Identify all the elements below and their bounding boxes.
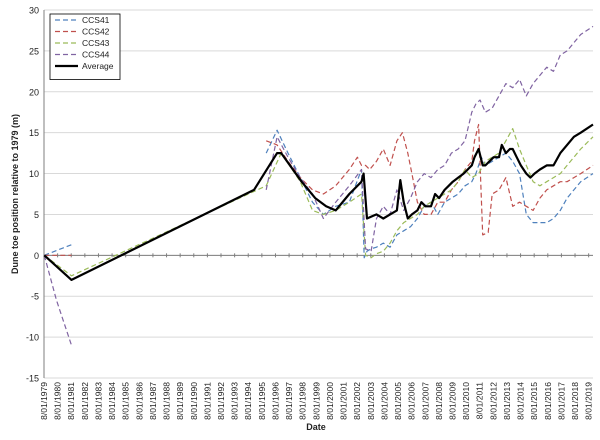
y-tick-label: 20 bbox=[29, 87, 39, 97]
x-axis-title: Date bbox=[306, 422, 326, 432]
x-tick-label: 8/01/1991 bbox=[202, 382, 212, 420]
y-tick-label: 5 bbox=[34, 210, 39, 220]
x-tick-label: 8/01/1996 bbox=[270, 382, 280, 420]
y-tick-label: 0 bbox=[34, 251, 39, 261]
series-line-average bbox=[43, 123, 594, 281]
x-tick-label: 8/01/1994 bbox=[243, 382, 253, 420]
x-tick-label: 8/01/1979 bbox=[39, 382, 49, 420]
x-tick-label: 8/01/2004 bbox=[379, 382, 389, 420]
x-tick-label: 8/01/2019 bbox=[584, 382, 594, 420]
x-tick-label: 8/01/1988 bbox=[162, 382, 172, 420]
x-tick-label: 8/01/2007 bbox=[420, 382, 430, 420]
series-line-ccs44 bbox=[43, 25, 594, 346]
x-tick-label: 8/01/1995 bbox=[257, 382, 267, 420]
y-tick-label: -5 bbox=[31, 292, 39, 302]
x-tick-label: 8/01/1983 bbox=[93, 382, 103, 420]
legend-label: CCS41 bbox=[82, 15, 110, 25]
x-tick-label: 8/01/2018 bbox=[570, 382, 580, 420]
axis-labels: Dune toe position relative to 1979 (m) D… bbox=[10, 114, 326, 432]
x-tick-label: 8/01/1987 bbox=[148, 382, 158, 420]
y-tick-label: 25 bbox=[29, 46, 39, 56]
x-tick-label: 8/01/1990 bbox=[189, 382, 199, 420]
y-tick-label: 15 bbox=[29, 128, 39, 138]
x-tick-label: 8/01/2009 bbox=[447, 382, 457, 420]
x-tick-label: 8/01/2015 bbox=[529, 382, 539, 420]
legend-label: CCS42 bbox=[82, 27, 110, 37]
legend-label: CCS43 bbox=[82, 38, 110, 48]
x-tick-label: 8/01/1993 bbox=[230, 382, 240, 420]
x-tick-label: 8/01/1986 bbox=[134, 382, 144, 420]
x-tick-label: 8/01/1984 bbox=[107, 382, 117, 420]
x-tick-label: 8/01/2013 bbox=[502, 382, 512, 420]
x-tick-label: 8/01/2002 bbox=[352, 382, 362, 420]
x-tick-label: 8/01/1985 bbox=[121, 382, 131, 420]
x-tick-label: 8/01/2003 bbox=[366, 382, 376, 420]
x-tick-label: 8/01/2006 bbox=[407, 382, 417, 420]
x-tick-label: 8/01/1999 bbox=[311, 382, 321, 420]
x-tick-label: 8/01/2008 bbox=[434, 382, 444, 420]
x-tick-label: 8/01/2010 bbox=[461, 382, 471, 420]
x-tick-label: 8/01/2016 bbox=[543, 382, 553, 420]
y-tick-label: -10 bbox=[26, 333, 39, 343]
legend-box bbox=[49, 13, 121, 80]
x-tick-label: 8/01/1997 bbox=[284, 382, 294, 420]
x-tick-label: 8/01/1981 bbox=[66, 382, 76, 420]
legend-label: Average bbox=[82, 61, 114, 71]
x-tick-label: 8/01/2005 bbox=[393, 382, 403, 420]
x-tick-label: 8/01/1992 bbox=[216, 382, 226, 420]
y-tick-label: 30 bbox=[29, 6, 39, 16]
y-tick-label: 10 bbox=[29, 169, 39, 179]
x-tick-label: 8/01/2001 bbox=[339, 382, 349, 420]
legend-label: CCS44 bbox=[82, 50, 110, 60]
x-tick-label: 8/01/2011 bbox=[475, 382, 485, 419]
y-axis-title: Dune toe position relative to 1979 (m) bbox=[10, 114, 20, 274]
x-tick-label: 8/01/1998 bbox=[298, 382, 308, 420]
x-tick-label: 8/01/1980 bbox=[53, 382, 63, 420]
x-tick-label: 8/01/1989 bbox=[175, 382, 185, 420]
x-tick-label: 8/01/2012 bbox=[488, 382, 498, 420]
series-lines bbox=[43, 25, 594, 346]
x-tick-label: 8/01/2014 bbox=[516, 382, 526, 420]
x-tick-label: 8/01/2017 bbox=[556, 382, 566, 420]
x-tick-label: 8/01/1982 bbox=[80, 382, 90, 420]
series-line-ccs42 bbox=[44, 123, 594, 256]
x-tick-label: 8/01/2000 bbox=[325, 382, 335, 420]
grid-lines bbox=[44, 9, 593, 379]
y-tick-label: -15 bbox=[26, 374, 39, 384]
